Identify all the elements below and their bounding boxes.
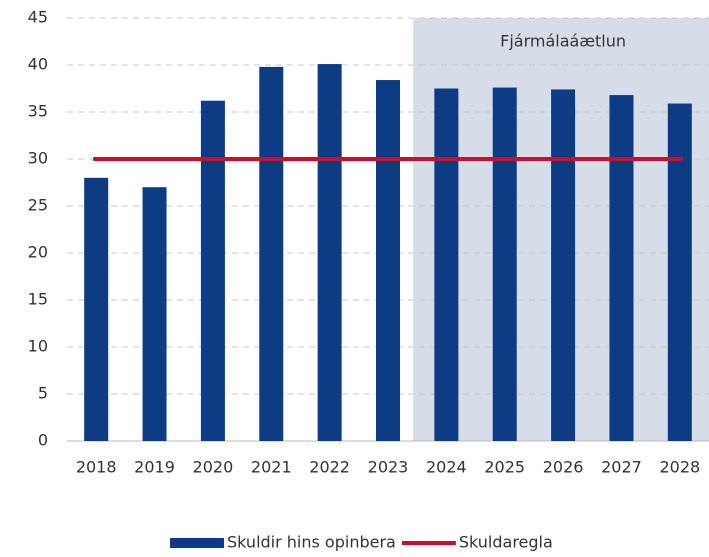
x-tick-label: 2022 [309,458,350,477]
x-tick-label: 2021 [251,458,292,477]
y-tick-label: 10 [28,337,48,356]
bar [434,88,459,441]
annotation: Fjármálaáætlun [500,32,626,51]
y-tick-label: 15 [28,290,48,309]
x-tick-label: 2018 [76,458,117,477]
bar [142,187,167,441]
legend-label: Skuldir hins opinbera [227,533,396,552]
bar [492,87,517,441]
y-tick-label: 20 [28,243,48,262]
legend-label: Skuldaregla [459,533,553,552]
x-tick-label: 2026 [543,458,584,477]
x-tick-label: 2023 [368,458,409,477]
x-tick-label: 2020 [193,458,234,477]
bar [317,64,342,441]
x-tick-label: 2025 [484,458,525,477]
bar [667,103,692,441]
bar [376,80,400,441]
legend-swatch [170,538,224,548]
x-tick-label: 2027 [601,458,642,477]
bar [609,95,634,441]
x-tick-label: 2028 [659,458,700,477]
y-tick-label: 40 [28,55,48,74]
x-tick-label: 2024 [426,458,467,477]
y-tick-label: 25 [28,196,48,215]
y-tick-label: 35 [28,102,48,121]
bar [200,100,225,441]
bar [551,89,576,441]
y-tick-label: 45 [28,8,48,27]
y-tick-label: 30 [28,149,48,168]
x-tick-label: 2019 [134,458,175,477]
y-tick-label: 0 [38,431,48,450]
y-tick-label: 5 [38,384,48,403]
bar [84,177,109,442]
bar [259,66,284,441]
